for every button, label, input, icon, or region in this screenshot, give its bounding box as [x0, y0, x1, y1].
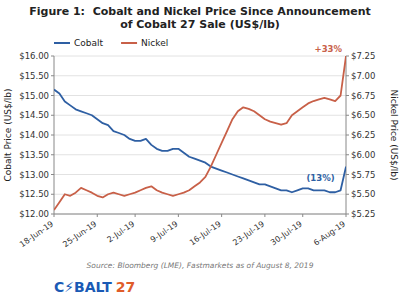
y-axis-label: Cobalt Price (US$/lb): [3, 88, 13, 181]
x-tick: [346, 214, 347, 217]
logo-part: C⚡BALT: [54, 279, 112, 295]
source: Source: Bloomberg (LME), Fastmarkets as …: [87, 261, 314, 270]
grid-line: [54, 95, 346, 96]
grid-line: [54, 115, 346, 116]
grid: [54, 56, 346, 214]
title: Figure 1: Cobalt and Nickel Price Since …: [29, 5, 371, 31]
x-tick-label: 2-Jul-19: [106, 219, 137, 244]
grid-line: [54, 154, 346, 155]
y2-tick-label: $6.75: [351, 91, 375, 101]
x-axis-line: [54, 214, 346, 215]
y-tick-label: $15.00: [19, 91, 49, 101]
y-tick-label: $13.50: [19, 150, 49, 160]
y-tick-label: $14.00: [19, 130, 49, 140]
legend: Cobalt Nickel: [54, 38, 168, 48]
x-tick-label: 25-Jun-19: [61, 219, 98, 249]
grid-line: [54, 75, 346, 76]
y-tick-label: $13.00: [19, 170, 49, 180]
chart: Figure 1: Cobalt and Nickel Price Since …: [0, 0, 400, 300]
y2-tick-label: $5.75: [351, 170, 375, 180]
legend-label: Cobalt: [74, 38, 104, 48]
y-tick-label: $15.50: [19, 71, 49, 81]
grid-line: [54, 214, 346, 215]
y2-tick-label: $7.25: [351, 51, 375, 61]
y2-tick-label: $7.00: [351, 71, 375, 81]
y2-axis-line: [346, 56, 347, 214]
legend-swatch: [54, 42, 70, 44]
title-line: Figure 1: Cobalt and Nickel Price Since …: [29, 5, 371, 18]
y2-tick-label: $6.00: [351, 150, 375, 160]
grid-line: [54, 56, 346, 57]
y2-axis-label: Nickel Price (US$/lb): [389, 89, 399, 180]
x-tick-label: 16-Jul-19: [188, 219, 223, 247]
x-tick-label: 9-Jul-19: [149, 219, 180, 244]
annotation: +33%: [315, 44, 343, 54]
annotation: (13%): [306, 173, 334, 183]
y-tick-label: $12.00: [19, 209, 49, 219]
grid-line: [54, 135, 346, 136]
y-tick-label: $14.50: [19, 110, 49, 120]
legend-label: Nickel: [141, 38, 168, 48]
series-line: [54, 56, 346, 210]
lines: [54, 56, 346, 210]
x-tick-label: 30-Jul-19: [269, 219, 304, 247]
x-tick-label: 6-Aug-19: [312, 219, 347, 247]
y-axis-line: [54, 56, 55, 214]
y2-tick-label: $5.50: [351, 189, 375, 199]
x-tick-label: 23-Jul-19: [231, 219, 266, 247]
title-line: of Cobalt 27 Sale (US$/lb): [120, 18, 280, 31]
series-line: [54, 90, 346, 193]
logo-part: 27: [116, 279, 135, 295]
grid-line: [54, 194, 346, 195]
x-tick-label: 18-Jun-19: [18, 219, 55, 249]
y2-tick-label: $5.25: [351, 209, 375, 219]
y-tick-label: $12.50: [19, 189, 49, 199]
x-tick: [221, 214, 222, 217]
legend-swatch: [121, 42, 137, 44]
x-tick: [264, 214, 265, 217]
y2-tick-label: $6.25: [351, 130, 375, 140]
x-tick: [178, 214, 179, 217]
logo: C⚡BALT27: [54, 279, 135, 295]
x-tick: [302, 214, 303, 217]
x-tick: [54, 214, 55, 217]
x-tick: [135, 214, 136, 217]
x-tick: [97, 214, 98, 217]
y-tick-label: $16.00: [19, 51, 49, 61]
y2-tick-label: $6.50: [351, 110, 375, 120]
grid-line: [54, 174, 346, 175]
